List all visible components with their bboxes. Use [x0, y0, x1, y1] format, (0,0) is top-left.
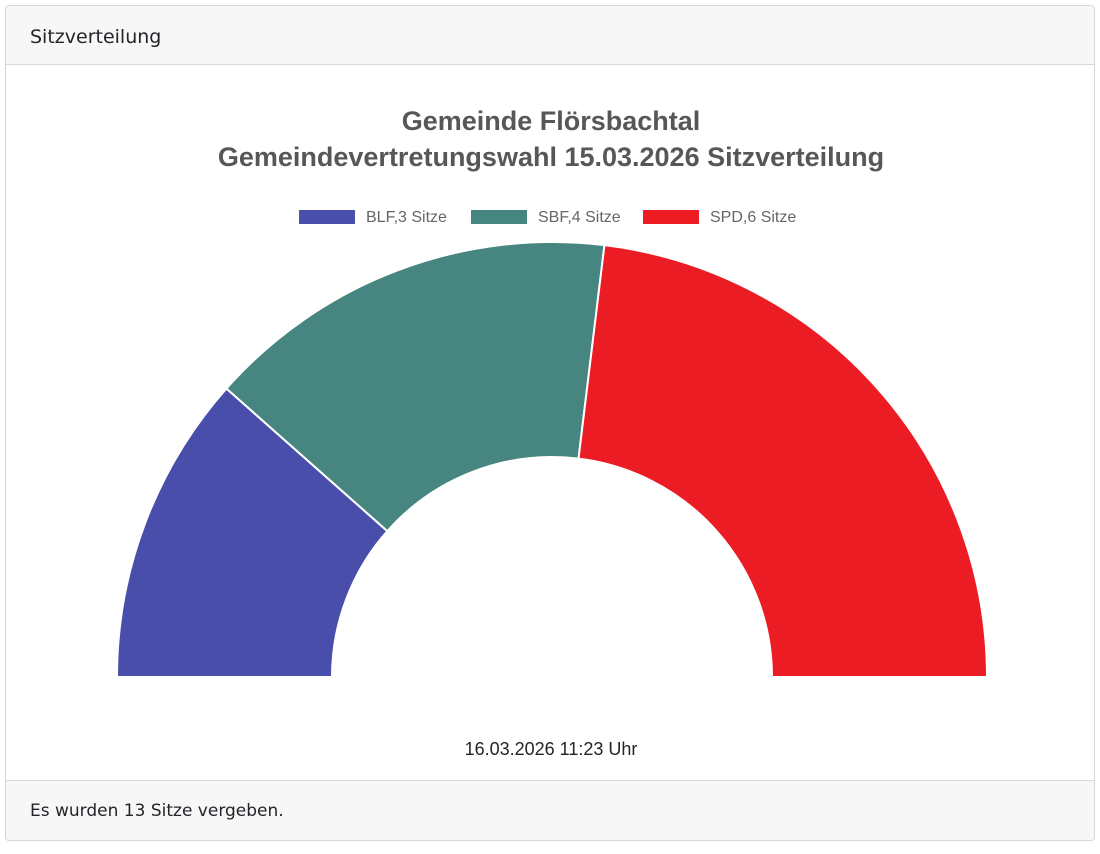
chart-title-line2: Gemeindevertretungswahl 15.03.2026 Sitzv… — [218, 142, 884, 172]
card-footer: Es wurden 13 Sitze vergeben. — [6, 780, 1094, 840]
legend-item-sbf[interactable]: SBF,4 Sitze — [471, 209, 621, 226]
legend-item-blf[interactable]: BLF,3 Sitze — [299, 209, 447, 226]
card-header: Sitzverteilung — [6, 6, 1094, 65]
chart-timestamp: 16.03.2026 11:23 Uhr — [465, 739, 638, 759]
legend-swatch — [643, 210, 699, 224]
chart-title-line1: Gemeinde Flörsbachtal — [402, 106, 701, 136]
chart-legend: BLF,3 Sitze SBF,4 Sitze SPD,6 Sitze — [299, 209, 796, 226]
legend-label: SBF,4 Sitze — [538, 209, 621, 226]
legend-swatch — [471, 210, 527, 224]
seats-summary: Es wurden 13 Sitze vergeben. — [30, 801, 284, 821]
card-title: Sitzverteilung — [30, 26, 162, 48]
seat-distribution-card: Sitzverteilung Gemeinde Flörsbachtal Gem… — [5, 5, 1095, 841]
segment-blf[interactable] — [115, 387, 389, 678]
seat-chart: Gemeinde Flörsbachtal Gemeindevertretung… — [115, 106, 989, 759]
segment-sbf[interactable] — [224, 241, 606, 533]
legend-label: SPD,6 Sitze — [710, 209, 796, 226]
segment-spd[interactable] — [577, 244, 989, 678]
legend-swatch — [299, 210, 355, 224]
legend-item-spd[interactable]: SPD,6 Sitze — [643, 209, 796, 226]
card-body: Gemeinde Flörsbachtal Gemeindevertretung… — [6, 65, 1094, 781]
chart-segments — [115, 241, 989, 678]
legend-label: BLF,3 Sitze — [366, 209, 447, 226]
